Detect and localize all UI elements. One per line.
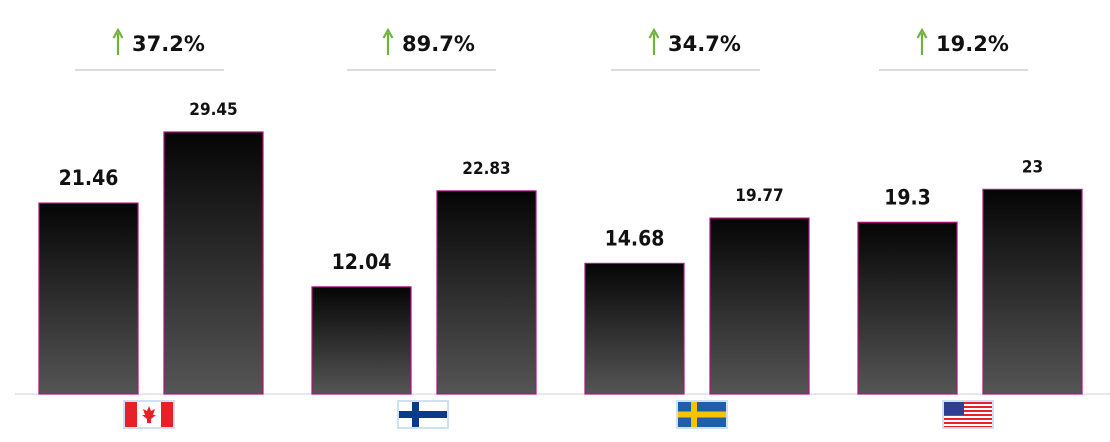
category-group-united-states: 19.2% 19.3 23 xyxy=(857,27,1083,429)
category-group-finland: 89.7% 12.04 22.83 xyxy=(311,27,537,429)
up-arrow-icon xyxy=(112,27,124,55)
value-label-first: 19.3 xyxy=(884,185,931,209)
bar-first-finland xyxy=(311,286,412,395)
bar-first-sweden xyxy=(584,262,685,395)
bar-second-canada xyxy=(163,131,264,395)
category-group-canada: 37.2% 21.46 29.45 xyxy=(38,27,264,429)
up-arrow-icon xyxy=(916,27,928,55)
bar-second-united-states xyxy=(982,188,1083,395)
bar-second-finland xyxy=(436,190,537,395)
change-label: 19.2% xyxy=(936,32,1009,56)
change-label: 37.2% xyxy=(132,32,205,56)
change-indicator: 34.7% xyxy=(648,27,741,56)
canada-flag-icon xyxy=(123,400,175,429)
bar-first-united-states xyxy=(857,221,958,395)
value-label-second: 19.77 xyxy=(735,186,783,206)
change-indicator: 89.7% xyxy=(382,27,475,56)
value-label-second: 22.83 xyxy=(462,159,510,179)
value-label-second: 29.45 xyxy=(189,100,237,120)
value-label-second: 23 xyxy=(1022,157,1043,177)
bar-first-canada xyxy=(38,202,139,395)
sweden-flag-icon xyxy=(676,400,728,429)
up-arrow-icon xyxy=(382,27,394,55)
category-group-sweden: 34.7% 14.68 19.77 xyxy=(584,27,810,429)
change-label: 34.7% xyxy=(668,32,741,56)
change-indicator: 37.2% xyxy=(112,27,205,56)
finland-flag-icon xyxy=(397,400,449,429)
value-label-first: 14.68 xyxy=(605,226,665,250)
value-label-first: 12.04 xyxy=(332,250,392,274)
value-label-first: 21.46 xyxy=(59,166,119,190)
bar-second-sweden xyxy=(709,217,810,395)
up-arrow-icon xyxy=(648,27,660,55)
usa-flag-icon xyxy=(942,400,994,429)
change-label: 89.7% xyxy=(402,32,475,56)
change-indicator: 19.2% xyxy=(916,27,1009,56)
